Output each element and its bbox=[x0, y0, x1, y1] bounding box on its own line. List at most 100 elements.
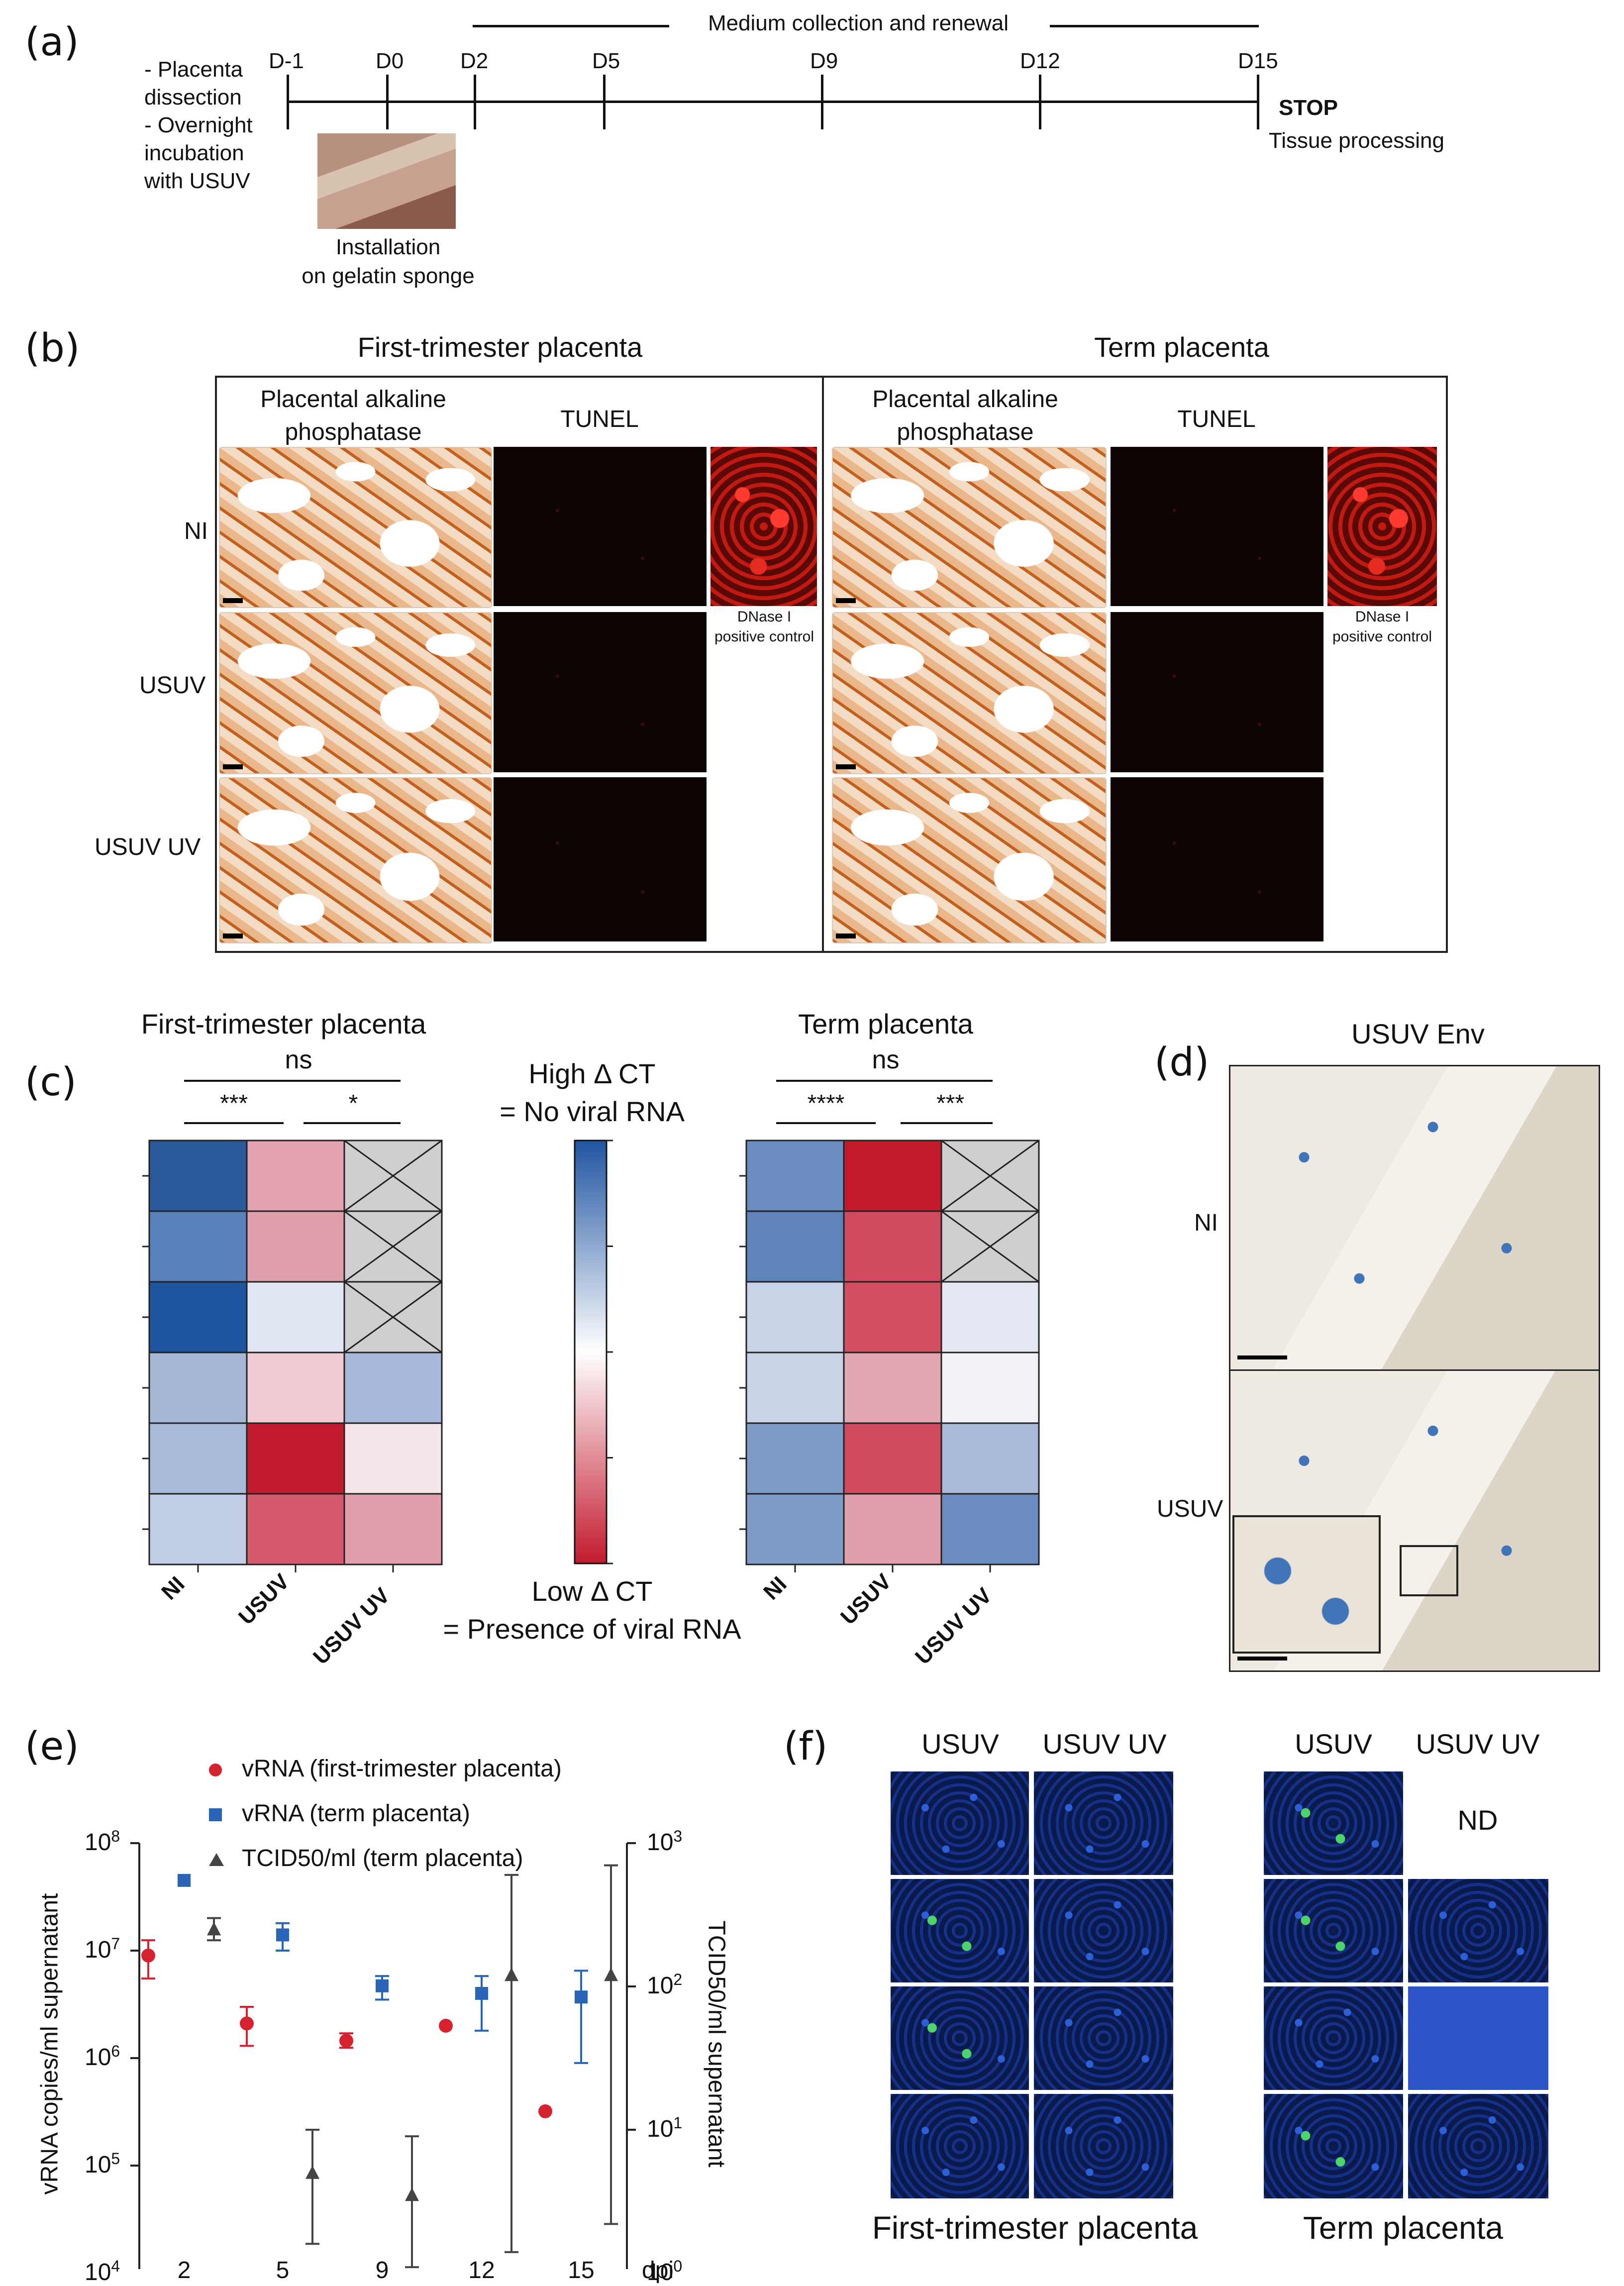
data-point-term-vrna bbox=[475, 1986, 488, 2000]
tunel-image-ni-term bbox=[1111, 447, 1323, 606]
heatmap-title-left: First-trimester placenta bbox=[141, 1008, 426, 1039]
if-image bbox=[1264, 1771, 1403, 1875]
panel-letter-b: (b) bbox=[25, 326, 80, 371]
ihc-inset bbox=[1232, 1515, 1381, 1654]
col-label: USUV UV bbox=[1416, 1728, 1540, 1760]
legend-line: High Δ CT bbox=[528, 1058, 656, 1089]
data-point-term-vrna bbox=[276, 1928, 289, 1942]
sig-line bbox=[304, 1122, 401, 1124]
sig-line bbox=[776, 1080, 993, 1082]
pap-image-usuv-uv-first bbox=[219, 777, 492, 943]
timeline-axis bbox=[288, 101, 1259, 103]
row-label-ni: NI bbox=[184, 518, 208, 544]
data-point-term-vrna bbox=[376, 1979, 389, 1992]
circle-marker-icon bbox=[209, 1764, 222, 1776]
heat-cell bbox=[148, 1281, 248, 1353]
x-tick-label: 15 bbox=[568, 2257, 595, 2284]
tick-d15 bbox=[1257, 75, 1259, 129]
heat-cell bbox=[940, 1281, 1040, 1353]
install-caption: Installation on gelatin sponge bbox=[284, 233, 493, 291]
data-point-tcid50 bbox=[207, 1922, 221, 1936]
if-image bbox=[1034, 1986, 1173, 2090]
protocol-notes: - Placenta dissection - Overnight incuba… bbox=[144, 56, 253, 195]
if-image bbox=[1034, 1879, 1173, 1982]
sig-line bbox=[184, 1080, 401, 1082]
legend-item: TCID50/ml (term placenta) bbox=[209, 1836, 562, 1881]
data-point-tcid50 bbox=[604, 1968, 618, 1981]
ylabel-left-wrap: vRNA copies/ml supernatant bbox=[30, 1881, 70, 2219]
tunel-image-usuv-term bbox=[1111, 612, 1323, 772]
note-line: - Overnight bbox=[144, 113, 253, 137]
legend-label: vRNA (first-trimester placenta) bbox=[242, 1756, 562, 1782]
day-label: D9 bbox=[810, 49, 838, 73]
tick-base: 10 bbox=[647, 2116, 674, 2142]
legend-line: = Presence of viral RNA bbox=[443, 1613, 741, 1645]
medium-label: Medium collection and renewal bbox=[708, 11, 1009, 35]
data-points bbox=[141, 1873, 618, 2201]
note-line: - Placenta bbox=[144, 57, 243, 82]
if-image bbox=[1034, 1771, 1173, 1875]
heat-cell bbox=[343, 1351, 443, 1424]
if-image bbox=[1264, 1879, 1403, 1982]
dnase-caption: DNase I positive control bbox=[1325, 607, 1439, 647]
tick-d0 bbox=[386, 75, 389, 129]
heatmap-title-right: Term placenta bbox=[798, 1008, 973, 1039]
error-bars bbox=[141, 1864, 618, 2269]
tick-d9 bbox=[821, 75, 823, 129]
panel-letter-d: (d) bbox=[1154, 1040, 1210, 1085]
square-marker-icon bbox=[209, 1808, 222, 1821]
scatter-legend: vRNA (first-trimester placenta) vRNA (te… bbox=[209, 1747, 562, 1881]
data-point-first-trimester bbox=[538, 2104, 552, 2118]
heatmap-left bbox=[142, 1140, 443, 1572]
tick-exp: 8 bbox=[111, 1827, 120, 1845]
tick-base: 10 bbox=[85, 2152, 111, 2178]
ytick-left: 108 bbox=[85, 1827, 120, 1856]
if-image bbox=[1408, 1879, 1548, 1982]
x-tick-label: 12 bbox=[468, 2257, 495, 2284]
heatmap-right bbox=[739, 1140, 1040, 1572]
panel-letter-c: (c) bbox=[25, 1060, 77, 1105]
day-label: D0 bbox=[376, 49, 404, 73]
heat-cell bbox=[745, 1140, 845, 1212]
day-label: D5 bbox=[592, 49, 620, 73]
medium-line-left bbox=[473, 25, 669, 27]
tunel-image-usuv-uv-term bbox=[1111, 777, 1323, 941]
legend-line: Low Δ CT bbox=[531, 1575, 653, 1607]
heat-cell bbox=[745, 1210, 845, 1283]
title-first-trimester: First-trimester placenta bbox=[357, 331, 643, 363]
ytick-left: 107 bbox=[85, 1935, 120, 1964]
day-label: D12 bbox=[1020, 49, 1060, 73]
heat-cell bbox=[246, 1281, 345, 1353]
col-label: USUV bbox=[921, 1728, 999, 1760]
tick-exp: 6 bbox=[111, 2042, 120, 2060]
pap-image-ni-term bbox=[832, 447, 1107, 608]
heat-cell bbox=[246, 1140, 345, 1212]
pap-image-usuv-first bbox=[219, 612, 492, 774]
tunel-image-usuv-first bbox=[494, 612, 707, 772]
col-header-pap: Placental alkaline phosphatase bbox=[219, 383, 488, 449]
heat-cell bbox=[843, 1140, 942, 1212]
legend-item: vRNA (first-trimester placenta) bbox=[209, 1747, 562, 1791]
heat-cell bbox=[843, 1281, 942, 1353]
panel-letter-f: (f) bbox=[784, 1724, 828, 1769]
day-label: D2 bbox=[460, 49, 489, 73]
header-line: phosphatase bbox=[285, 419, 422, 445]
tick-base: 10 bbox=[85, 1937, 111, 1963]
title-term: Term placenta bbox=[1094, 331, 1269, 363]
header-line: Placental alkaline bbox=[872, 386, 1058, 413]
if-image bbox=[1034, 2094, 1173, 2198]
tick-d5 bbox=[603, 75, 606, 129]
legend-high: High Δ CT = No viral RNA bbox=[478, 1055, 707, 1131]
x-tick-label: 2 bbox=[177, 2257, 191, 2284]
day-label: D-1 bbox=[269, 49, 304, 73]
tunel-image-usuv-uv-first bbox=[494, 777, 707, 941]
if-image bbox=[1408, 1986, 1548, 2090]
data-point-tcid50 bbox=[305, 2165, 319, 2179]
heat-cell bbox=[745, 1351, 845, 1424]
heat-cell bbox=[940, 1493, 1040, 1565]
tick-d2 bbox=[474, 75, 476, 129]
medium-line-right bbox=[1050, 25, 1259, 27]
na-cross bbox=[941, 1140, 1039, 1212]
ytick-right: 102 bbox=[647, 1971, 682, 1999]
legend-label: vRNA (term placenta) bbox=[242, 1800, 470, 1827]
